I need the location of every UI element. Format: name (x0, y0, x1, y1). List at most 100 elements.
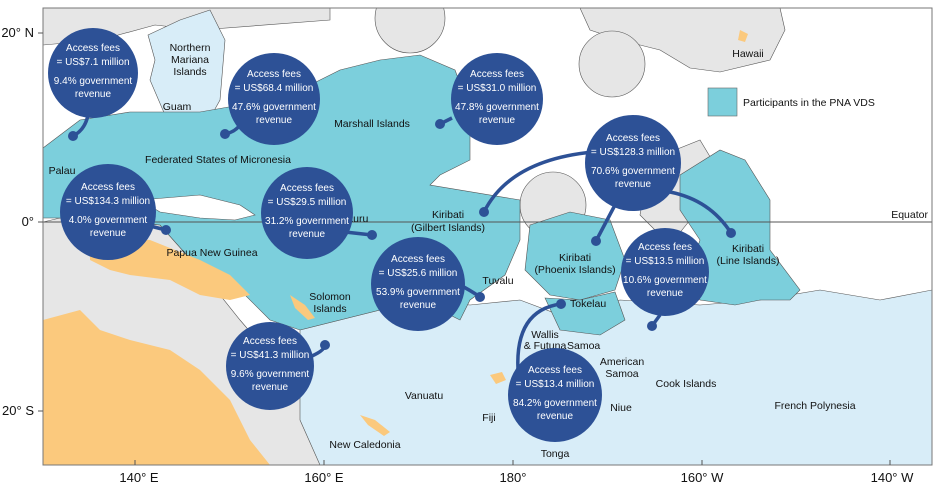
bubble-circle (508, 348, 602, 442)
label-kiribati-phoenix: Kiribati (559, 252, 591, 264)
access-fee-bubble-png: Access fees = US$134.3 million 4.0% govern… (60, 164, 171, 260)
label-kiribati-gilbert: (Gilbert Islands) (411, 222, 485, 234)
label-american-samoa: Samoa (605, 368, 638, 380)
bubble-line4: revenue (256, 115, 293, 126)
australia-land (43, 310, 270, 465)
leader-dot (320, 340, 330, 350)
bubble-line2: = US$31.0 million (458, 83, 537, 94)
bubble-line1: Access fees (470, 69, 524, 80)
bubble-line1: Access fees (66, 43, 120, 54)
lon-tick-label: 140° W (871, 470, 915, 485)
bubble-line4: revenue (90, 228, 127, 239)
bubble-circle (451, 53, 543, 145)
label-new-caledonia: New Caledonia (329, 439, 400, 451)
label-marshall: Marshall Islands (334, 118, 410, 130)
label-palau: Palau (49, 165, 76, 177)
bubble-line4: revenue (479, 115, 516, 126)
bubble-line3: 9.4% government (54, 76, 133, 87)
foreign-eez-circle (578, 30, 646, 98)
bubble-line1: Access fees (247, 69, 301, 80)
leader-dot (435, 119, 445, 129)
legend-label: Participants in the PNA VDS (743, 97, 875, 109)
bubble-line1: Access fees (528, 365, 582, 376)
leader-dot (68, 131, 78, 141)
bubble-line1: Access fees (243, 336, 297, 347)
bubble-line3: 9.6% government (231, 369, 310, 380)
leader-dot (161, 225, 171, 235)
bubble-line4: revenue (615, 179, 652, 190)
access-fee-bubbles: Access fees = US$7.1 million 9.4% governme… (48, 28, 736, 442)
bubble-line2: = US$41.3 million (231, 350, 310, 361)
bubble-circle (261, 167, 353, 259)
label-solomon: Solomon (309, 291, 351, 303)
bubble-circle (226, 322, 314, 410)
legend: Participants in the PNA VDS (707, 87, 875, 117)
bubble-line2: = US$128.3 million (591, 147, 675, 158)
label-northern-mariana: Northern (170, 42, 211, 54)
access-fee-bubble-nauru: Access fees = US$29.5 million 31.2% govern… (261, 167, 377, 259)
leader-line (516, 302, 562, 371)
bubble-line2: = US$29.5 million (268, 197, 347, 208)
new-caledonia-land (360, 415, 390, 436)
bubble-line3: 4.0% government (69, 215, 148, 226)
bubble-line3: 53.9% government (376, 287, 460, 298)
label-guam: Guam (163, 101, 192, 113)
bubble-line1: Access fees (606, 133, 660, 144)
label-northern-mariana: Mariana (171, 54, 209, 66)
bubble-line2: = US$13.4 million (516, 379, 595, 390)
bubble-line4: revenue (289, 229, 326, 240)
bubble-line4: revenue (252, 382, 289, 393)
hawaii-land (738, 30, 748, 42)
label-fsm: Federated States of Micronesia (145, 154, 291, 166)
bubble-line4: revenue (400, 300, 437, 311)
label-french-polynesia: French Polynesia (774, 400, 855, 412)
label-niue: Niue (610, 402, 632, 414)
label-png: Papua New Guinea (166, 247, 257, 259)
leader-dot (367, 230, 377, 240)
label-tokelau: Tokelau (570, 298, 606, 310)
access-fee-bubble-palau: Access fees = US$7.1 million 9.4% governme… (48, 28, 138, 141)
foreign-eez-circle (374, 8, 446, 54)
bubble-line2: = US$25.6 million (379, 268, 458, 279)
label-vanuatu: Vanuatu (405, 390, 443, 402)
leader-dot (591, 236, 601, 246)
label-american-samoa: American (600, 356, 645, 368)
bubble-line3: 47.6% government (232, 102, 316, 113)
bubble-line4: revenue (75, 89, 112, 100)
bubble-line3: 84.2% government (513, 398, 597, 409)
bubble-line2: = US$68.4 million (235, 83, 314, 94)
lon-tick-label: 180° (500, 470, 527, 485)
access-fee-bubble-solomon: Access fees = US$41.3 million 9.6% governm… (226, 322, 330, 410)
label-tuvalu: Tuvalu (482, 275, 513, 287)
bubble-line3: 31.2% government (265, 216, 349, 227)
leader-dot (647, 321, 657, 331)
lon-tick-label: 160° W (681, 470, 725, 485)
label-kiribati-phoenix: (Phoenix Islands) (534, 264, 615, 276)
label-kiribati-line: Kiribati (732, 243, 764, 255)
map-frame (42, 7, 933, 466)
bubble-line4: revenue (647, 288, 684, 299)
leader-dot (220, 129, 230, 139)
leader-line (669, 190, 733, 234)
bubble-circle (585, 115, 681, 211)
international-waters (139, 194, 256, 221)
leader-line (482, 150, 594, 213)
lat-tick-label: 20° N (1, 25, 34, 40)
bubble-line3: 70.6% government (591, 166, 675, 177)
place-labels: Northern Mariana Islands Guam Hawaii Mar… (49, 42, 856, 460)
label-cook: Cook Islands (656, 378, 717, 390)
bubble-circle (48, 28, 138, 118)
access-fee-bubble-marshall: Access fees = US$31.0 million 47.8% govern… (435, 53, 543, 145)
equator-label: Equator (891, 209, 928, 221)
lat-tick-label: 20° S (2, 403, 34, 418)
bubble-line1: Access fees (280, 183, 334, 194)
bubble-line2: = US$7.1 million (56, 57, 129, 68)
label-samoa: Samoa (567, 340, 600, 352)
bubble-line2: = US$134.3 million (66, 196, 150, 207)
lat-axis: 20° N 0° 20° S (1, 25, 43, 418)
leader-line (594, 204, 617, 242)
leader-dot (726, 228, 736, 238)
northern-mariana-eez (147, 9, 226, 119)
access-fee-bubble-tokelau: Access fees = US$13.4 million 84.2% govern… (508, 299, 602, 442)
